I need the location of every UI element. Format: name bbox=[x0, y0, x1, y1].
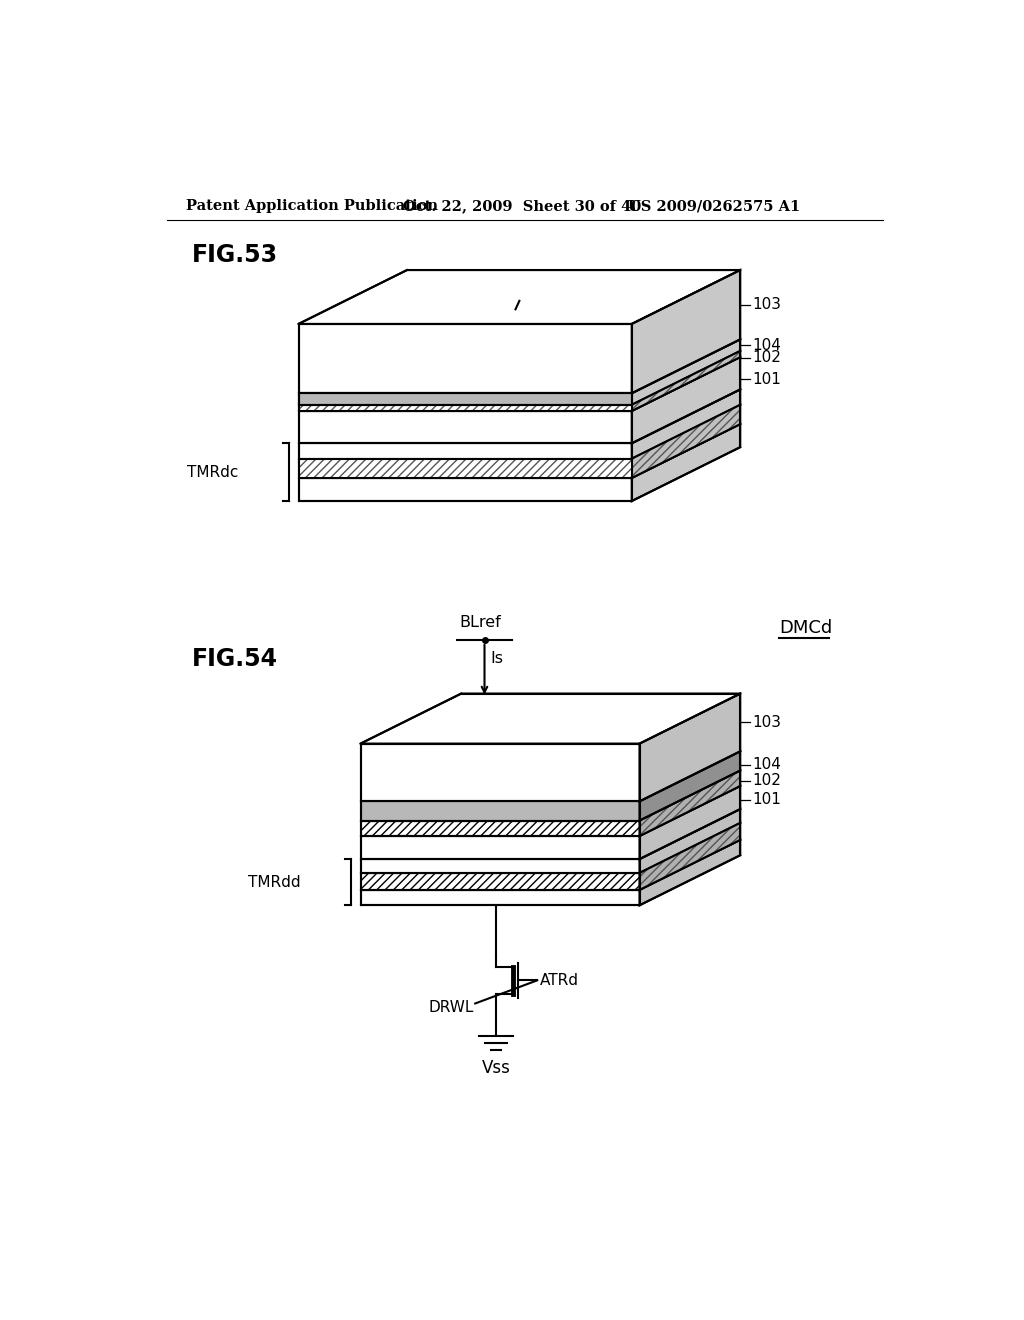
Polygon shape bbox=[360, 821, 640, 836]
Text: 101: 101 bbox=[752, 372, 780, 387]
Polygon shape bbox=[360, 890, 640, 906]
Text: Patent Application Publication: Patent Application Publication bbox=[186, 199, 438, 213]
Polygon shape bbox=[299, 393, 632, 405]
Text: US 2009/0262575 A1: US 2009/0262575 A1 bbox=[628, 199, 800, 213]
Text: 104: 104 bbox=[752, 758, 780, 772]
Text: Is: Is bbox=[490, 651, 504, 667]
Polygon shape bbox=[360, 859, 640, 873]
Text: BLref: BLref bbox=[460, 615, 502, 630]
Polygon shape bbox=[640, 693, 740, 801]
Polygon shape bbox=[632, 405, 740, 478]
Text: FIG.54: FIG.54 bbox=[191, 647, 278, 671]
Polygon shape bbox=[640, 771, 740, 836]
Text: TMRdd: TMRdd bbox=[248, 875, 301, 890]
Polygon shape bbox=[299, 424, 740, 478]
Text: Vss: Vss bbox=[481, 1059, 511, 1077]
Polygon shape bbox=[299, 478, 632, 502]
Text: FIG.53: FIG.53 bbox=[191, 243, 278, 267]
Polygon shape bbox=[640, 809, 740, 873]
Polygon shape bbox=[632, 351, 740, 411]
Text: DRWL: DRWL bbox=[429, 999, 474, 1015]
Polygon shape bbox=[360, 873, 640, 890]
Polygon shape bbox=[640, 751, 740, 821]
Polygon shape bbox=[299, 411, 632, 444]
Text: TMRdc: TMRdc bbox=[187, 465, 239, 479]
Text: 104: 104 bbox=[752, 338, 780, 352]
Polygon shape bbox=[360, 801, 640, 821]
Polygon shape bbox=[632, 358, 740, 444]
Polygon shape bbox=[632, 271, 740, 393]
Polygon shape bbox=[299, 393, 632, 405]
Polygon shape bbox=[299, 459, 632, 478]
Text: A PLURALITY (K) OF TMRs: A PLURALITY (K) OF TMRs bbox=[399, 296, 603, 310]
Polygon shape bbox=[640, 822, 740, 890]
Polygon shape bbox=[360, 693, 740, 906]
Polygon shape bbox=[632, 339, 740, 405]
Polygon shape bbox=[640, 771, 740, 836]
Polygon shape bbox=[299, 444, 632, 459]
Polygon shape bbox=[640, 822, 740, 890]
Polygon shape bbox=[632, 424, 740, 502]
Polygon shape bbox=[640, 785, 740, 859]
Text: Oct. 22, 2009  Sheet 30 of 40: Oct. 22, 2009 Sheet 30 of 40 bbox=[403, 199, 641, 213]
Polygon shape bbox=[299, 323, 632, 393]
Text: 103: 103 bbox=[752, 297, 781, 313]
Polygon shape bbox=[632, 351, 740, 411]
Polygon shape bbox=[299, 271, 740, 323]
Polygon shape bbox=[640, 840, 740, 906]
Text: 101: 101 bbox=[752, 792, 780, 808]
Text: DMCd: DMCd bbox=[779, 619, 833, 638]
Text: 102: 102 bbox=[752, 350, 780, 366]
Text: 102: 102 bbox=[752, 774, 780, 788]
Polygon shape bbox=[360, 693, 740, 743]
Polygon shape bbox=[360, 836, 640, 859]
Polygon shape bbox=[360, 743, 640, 801]
Polygon shape bbox=[632, 389, 740, 459]
Polygon shape bbox=[632, 405, 740, 478]
Polygon shape bbox=[299, 459, 632, 478]
Text: 103: 103 bbox=[752, 715, 781, 730]
Polygon shape bbox=[299, 405, 632, 411]
Polygon shape bbox=[299, 405, 632, 411]
Text: ATRd: ATRd bbox=[540, 973, 579, 987]
